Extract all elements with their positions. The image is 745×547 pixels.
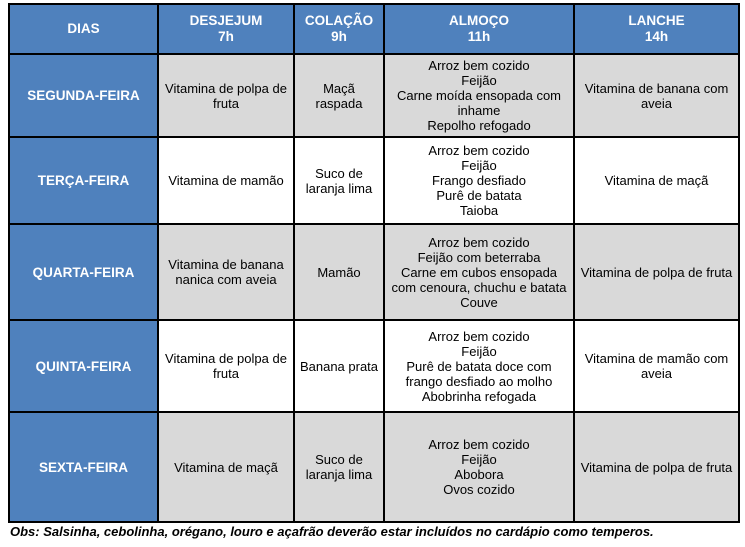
almoco-cell: Arroz bem cozido Feijão com beterraba Ca… bbox=[383, 223, 575, 321]
lanche-cell: Vitamina de maçã bbox=[573, 136, 740, 225]
meal-plan-table: DIAS DESJEJUM 7h COLAÇÃO 9h ALMOÇO 11h L… bbox=[8, 3, 740, 523]
colacao-cell: Mamão bbox=[293, 223, 385, 321]
table-row-terca: TERÇA-FEIRA Vitamina de mamão Suco de la… bbox=[8, 136, 740, 225]
table-row-quinta: QUINTA-FEIRA Vitamina de polpa de fruta … bbox=[8, 319, 740, 413]
header-dias: DIAS bbox=[8, 3, 159, 55]
almoco-cell: Arroz bem cozido Feijão Abobora Ovos coz… bbox=[383, 411, 575, 523]
lanche-cell: Vitamina de banana com aveia bbox=[573, 53, 740, 138]
almoco-cell: Arroz bem cozido Feijão Carne moída enso… bbox=[383, 53, 575, 138]
header-lanche: LANCHE 14h bbox=[573, 3, 740, 55]
colacao-cell: Banana prata bbox=[293, 319, 385, 413]
lanche-cell: Vitamina de polpa de fruta bbox=[573, 223, 740, 321]
day-cell: TERÇA-FEIRA bbox=[8, 136, 159, 225]
header-desjejum-time: 7h bbox=[218, 29, 234, 44]
header-colacao-time: 9h bbox=[331, 29, 347, 44]
table-row-quarta: QUARTA-FEIRA Vitamina de banana nanica c… bbox=[8, 223, 740, 321]
header-almoco-label: ALMOÇO bbox=[449, 13, 509, 28]
header-lanche-label: LANCHE bbox=[628, 13, 685, 28]
colacao-cell: Maçã raspada bbox=[293, 53, 385, 138]
desjejum-cell: Vitamina de polpa de fruta bbox=[157, 319, 295, 413]
day-cell: QUINTA-FEIRA bbox=[8, 319, 159, 413]
header-desjejum-label: DESJEJUM bbox=[189, 13, 263, 28]
desjejum-cell: Vitamina de banana nanica com aveia bbox=[157, 223, 295, 321]
day-cell: QUARTA-FEIRA bbox=[8, 223, 159, 321]
colacao-cell: Suco de laranja lima bbox=[293, 136, 385, 225]
table-row-segunda: SEGUNDA-FEIRA Vitamina de polpa de fruta… bbox=[8, 53, 740, 138]
header-colacao-label: COLAÇÃO bbox=[304, 13, 374, 28]
header-dias-label: DIAS bbox=[67, 21, 100, 36]
header-desjejum: DESJEJUM 7h bbox=[157, 3, 295, 55]
lanche-cell: Vitamina de mamão com aveia bbox=[573, 319, 740, 413]
day-cell: SEXTA-FEIRA bbox=[8, 411, 159, 523]
desjejum-cell: Vitamina de polpa de fruta bbox=[157, 53, 295, 138]
header-colacao: COLAÇÃO 9h bbox=[293, 3, 385, 55]
table-row-sexta: SEXTA-FEIRA Vitamina de maçã Suco de lar… bbox=[8, 411, 740, 523]
header-row: DIAS DESJEJUM 7h COLAÇÃO 9h ALMOÇO 11h L… bbox=[8, 3, 740, 55]
day-cell: SEGUNDA-FEIRA bbox=[8, 53, 159, 138]
desjejum-cell: Vitamina de maçã bbox=[157, 411, 295, 523]
lanche-cell: Vitamina de polpa de fruta bbox=[573, 411, 740, 523]
colacao-cell: Suco de laranja lima bbox=[293, 411, 385, 523]
header-almoco: ALMOÇO 11h bbox=[383, 3, 575, 55]
header-almoco-time: 11h bbox=[467, 29, 491, 44]
seasonings-note: Obs: Salsinha, cebolinha, orégano, louro… bbox=[10, 524, 654, 539]
almoco-cell: Arroz bem cozido Feijão Frango desfiado … bbox=[383, 136, 575, 225]
desjejum-cell: Vitamina de mamão bbox=[157, 136, 295, 225]
almoco-cell: Arroz bem cozido Feijão Purê de batata d… bbox=[383, 319, 575, 413]
header-lanche-time: 14h bbox=[644, 29, 669, 44]
